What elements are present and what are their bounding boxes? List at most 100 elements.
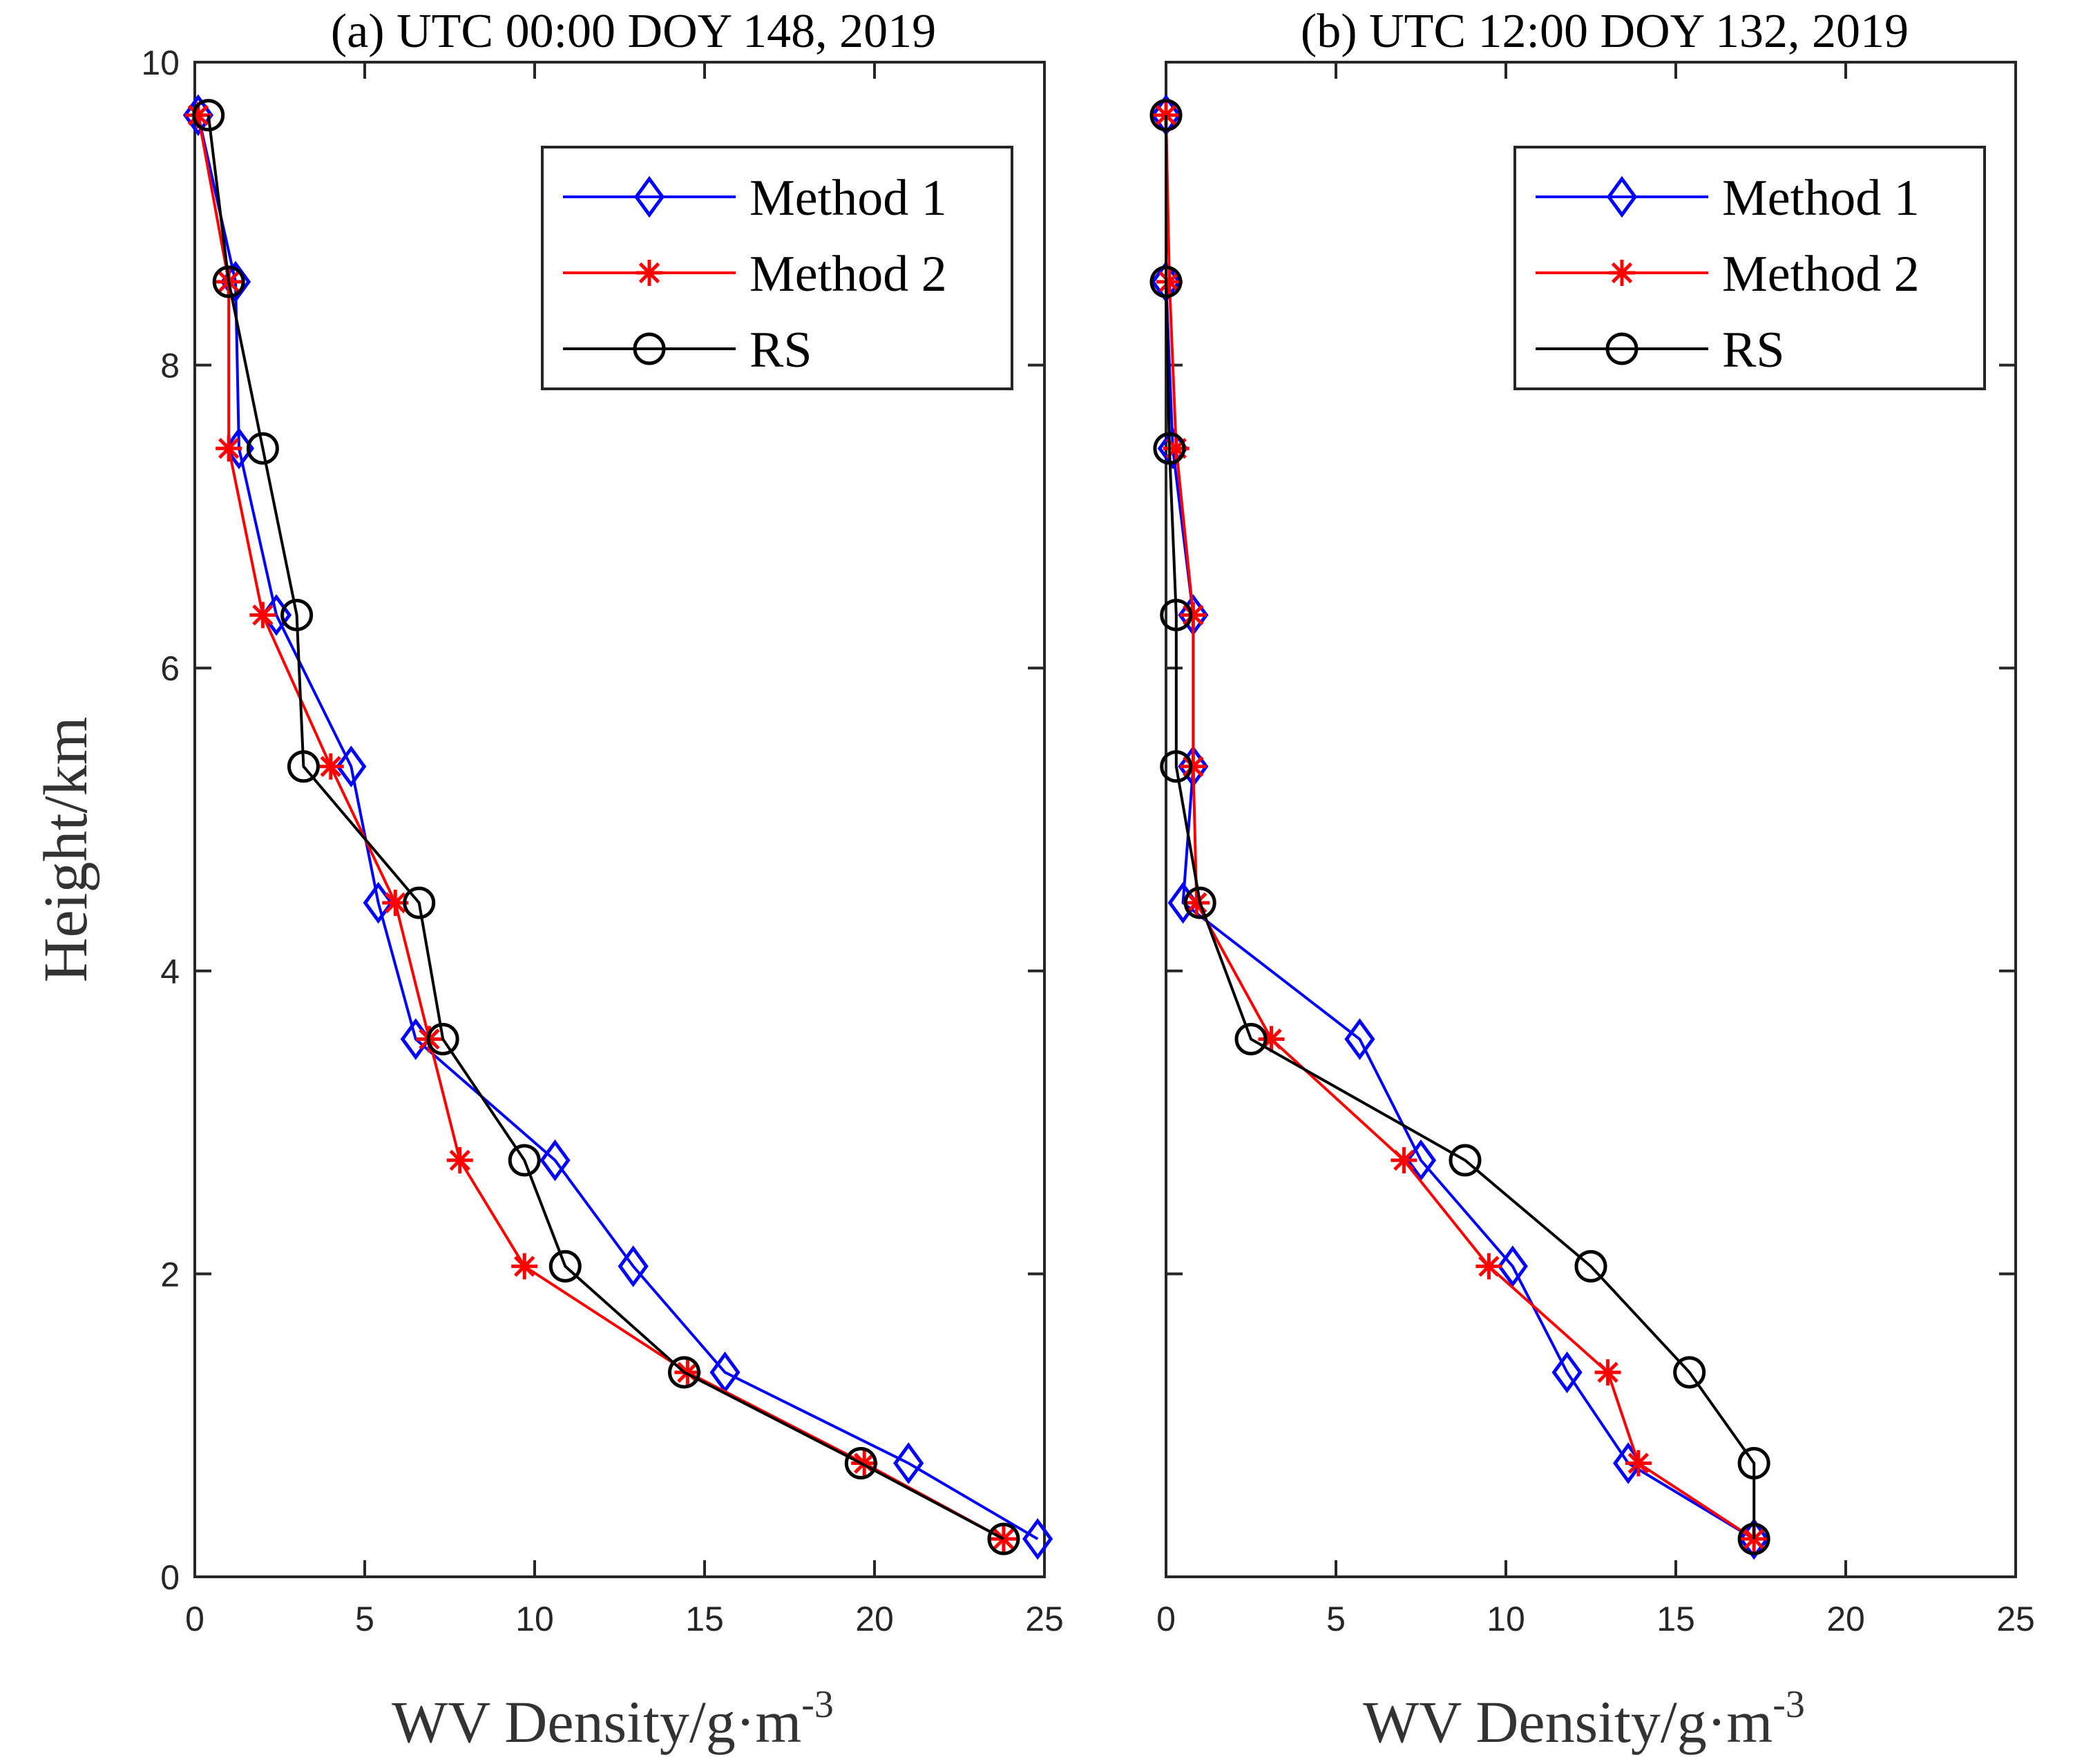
- data-point: [426, 1022, 459, 1055]
- panels: (a) UTC 00:00 DOY 148, 2019 0 5 10 15 20 25 0 2 4…: [141, 5, 2034, 1755]
- series-line: [1165, 115, 1756, 1540]
- data-point: [1183, 886, 1216, 919]
- data-point: [1574, 1249, 1607, 1283]
- series-line: [196, 115, 1039, 1540]
- data-point: [844, 1447, 877, 1480]
- y-axis-label: Height/km: [32, 717, 100, 983]
- series-line: [1165, 115, 1755, 1540]
- data-point: [508, 1144, 541, 1177]
- data-point: [851, 1450, 878, 1477]
- data-point: [1160, 750, 1193, 783]
- data-point: [184, 102, 211, 128]
- series-line: [196, 115, 1004, 1540]
- legend-marker: [633, 175, 665, 218]
- data-point: [618, 1245, 649, 1287]
- series-line: [207, 115, 1004, 1540]
- data-point: [1551, 1351, 1583, 1394]
- data-point: [212, 265, 245, 298]
- data-point: [1022, 1517, 1053, 1560]
- data-point: [246, 432, 279, 465]
- x-tick-label: 0: [1156, 1600, 1176, 1638]
- data-point: [280, 598, 314, 631]
- legend-marker: [1605, 332, 1639, 365]
- data-point: [382, 890, 409, 917]
- x-axis-label: WV Density/g·m-3: [392, 1683, 834, 1755]
- data-point: [287, 750, 320, 783]
- legend: Method 1 Method 2 RS: [541, 146, 1013, 390]
- data-point: [1234, 1022, 1268, 1055]
- x-tick-label: 20: [855, 1600, 894, 1638]
- x-tick-label: 15: [1656, 1600, 1695, 1638]
- legend-label: Method 2: [1722, 246, 1920, 303]
- panel-a: (a) UTC 00:00 DOY 148, 2019 0 5 10 15 20 25 0 2 4…: [141, 5, 1063, 1755]
- data-point: [987, 1522, 1020, 1555]
- data-point: [1344, 1018, 1375, 1060]
- data-point: [1737, 1447, 1770, 1480]
- data-point: [1737, 1522, 1770, 1555]
- data-point: [1625, 1450, 1652, 1477]
- data-point: [317, 753, 344, 780]
- y-tick-label: 10: [141, 44, 180, 82]
- x-tick-label: 25: [1996, 1600, 2035, 1638]
- data-point: [1163, 435, 1190, 462]
- data-point: [1180, 753, 1207, 780]
- x-tick-label: 20: [1826, 1600, 1865, 1638]
- x-tick-label: 10: [1487, 1600, 1525, 1638]
- data-point: [1183, 890, 1210, 917]
- legend-label: Method 1: [749, 170, 947, 227]
- y-tick-label: 4: [160, 952, 180, 991]
- data-point: [446, 1147, 473, 1173]
- data-point: [182, 94, 214, 136]
- data-point: [1475, 1253, 1502, 1280]
- legend-label: RS: [1722, 322, 1785, 378]
- y-tick-label: 2: [160, 1255, 180, 1294]
- data-point: [249, 602, 276, 629]
- data-point: [192, 99, 225, 132]
- data-point: [539, 1139, 571, 1182]
- x-tick-label: 0: [185, 1600, 204, 1638]
- data-point: [1156, 268, 1183, 295]
- legend-marker: [633, 332, 666, 365]
- x-tick-label: 15: [685, 1600, 724, 1638]
- x-tick-label: 25: [1025, 1600, 1064, 1638]
- legend-marker: [1609, 260, 1635, 286]
- data-point: [1594, 1359, 1621, 1386]
- data-point: [893, 1442, 924, 1484]
- y-tick-label: 6: [160, 649, 180, 688]
- data-point: [216, 435, 242, 462]
- series-rs: [192, 99, 1020, 1555]
- data-point: [511, 1253, 538, 1280]
- data-point: [1153, 102, 1179, 128]
- data-point: [1258, 1026, 1285, 1053]
- panel-b: (b) UTC 12:00 DOY 132, 2019 0 5 10 15 20 25 WV …: [1149, 5, 2035, 1755]
- chart-title: (b) UTC 12:00 DOY 132, 2019: [1301, 5, 1909, 58]
- data-point: [1673, 1356, 1706, 1389]
- legend-label: Method 1: [1722, 170, 1920, 227]
- data-point: [403, 886, 436, 919]
- data-point: [336, 745, 367, 787]
- data-point: [1497, 1245, 1528, 1287]
- legend-label: RS: [749, 322, 812, 378]
- data-point: [1180, 602, 1207, 629]
- legend-label: Method 2: [749, 246, 947, 303]
- data-point: [1391, 1147, 1417, 1173]
- axes-box: [1165, 61, 2017, 1578]
- chart-title: (a) UTC 00:00 DOY 148, 2019: [331, 5, 936, 58]
- data-point: [1153, 432, 1186, 465]
- series-line: [1165, 115, 1755, 1540]
- data-point: [1149, 99, 1183, 132]
- axes-box: [193, 61, 1046, 1578]
- legend-marker: [636, 260, 662, 286]
- data-point: [548, 1249, 582, 1283]
- legend: Method 1 Method 2 RS: [1513, 146, 1986, 390]
- series-rs: [1149, 99, 1770, 1555]
- y-tick-label: 0: [160, 1558, 180, 1597]
- data-point: [1160, 598, 1193, 631]
- data-point: [674, 1359, 701, 1386]
- y-tick-label: 8: [160, 347, 180, 385]
- data-point: [1449, 1144, 1482, 1177]
- data-point: [1149, 265, 1183, 298]
- x-tick-label: 5: [1326, 1600, 1346, 1638]
- data-point: [667, 1356, 700, 1389]
